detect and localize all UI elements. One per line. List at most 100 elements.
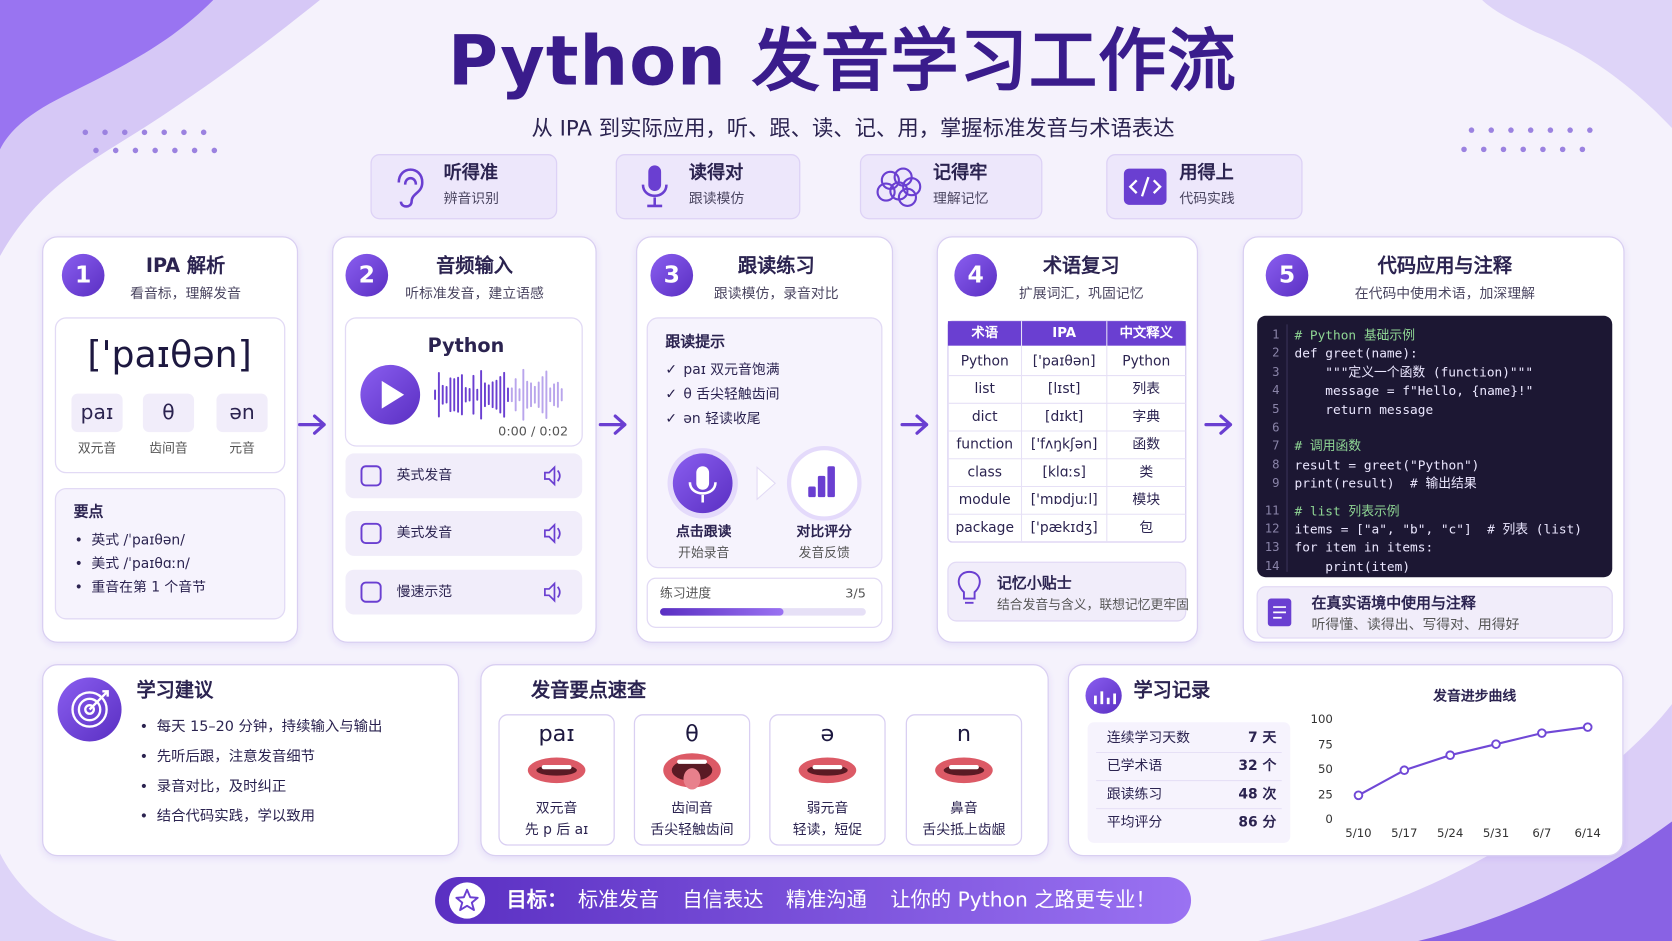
sound-name: 弱元音 xyxy=(806,800,849,817)
brain-icon xyxy=(876,182,896,202)
sound-symbol: θ xyxy=(685,720,699,747)
advice-item: 结合代码实践，学以致用 xyxy=(140,810,315,824)
teeth xyxy=(677,759,707,764)
dot xyxy=(1520,146,1526,153)
sound-label: 齿间音 xyxy=(149,440,188,456)
progress-fill xyxy=(660,608,784,616)
notes-title: 要点 xyxy=(73,503,104,521)
goal-title: 听得准 xyxy=(443,162,498,185)
code-line: return message xyxy=(1294,402,1434,418)
goal-title: 读得对 xyxy=(688,162,744,185)
table-cell: [lɪst] xyxy=(1047,381,1081,398)
step-number: 3 xyxy=(663,262,680,290)
stat-value: 86 分 xyxy=(1238,814,1277,831)
advice-item: 先听后跟，注意发音细节 xyxy=(140,750,315,764)
code-line: def greet(name): xyxy=(1294,345,1418,361)
table-cell: package xyxy=(955,520,1014,537)
stat-label: 平均评分 xyxy=(1106,814,1163,831)
sound: paɪ xyxy=(80,400,114,425)
record-icon xyxy=(1113,693,1116,705)
code-note-box xyxy=(1256,586,1613,639)
sound-chip xyxy=(216,393,268,433)
line-point xyxy=(1491,739,1501,749)
dot xyxy=(200,129,207,136)
x-tick-label: 6/7 xyxy=(1532,826,1552,841)
sound-name: 鼻音 xyxy=(950,800,978,817)
dot xyxy=(141,129,148,136)
step-badge xyxy=(61,253,105,297)
audio-option xyxy=(345,511,583,556)
code-line: """定义一个函数 (function)""" xyxy=(1294,364,1534,380)
table-header-cell: 术语 xyxy=(971,324,999,341)
ipa-text: ['paɪθən] xyxy=(87,333,252,377)
line-number: 8 xyxy=(1272,456,1280,472)
teeth xyxy=(541,764,572,770)
sound-hint: 舌尖抵上齿龈 xyxy=(922,822,1006,839)
star-icon xyxy=(455,888,479,912)
sound-symbol: n xyxy=(956,720,972,747)
dot xyxy=(181,129,187,136)
table-cell: class xyxy=(967,464,1002,481)
y-tick-label: 75 xyxy=(1317,737,1333,752)
sound-hint: 轻读，短促 xyxy=(792,822,863,839)
record-icon xyxy=(1106,697,1110,705)
target-icon xyxy=(71,691,108,728)
dot xyxy=(1468,127,1475,133)
goal-subtitle: 理解记忆 xyxy=(933,191,989,208)
audio-option xyxy=(345,569,583,615)
goal-pill xyxy=(615,154,801,220)
step-badge xyxy=(1265,253,1309,297)
stat-value: 48 次 xyxy=(1238,786,1277,803)
table-cell: 函数 xyxy=(1132,436,1161,453)
line-point xyxy=(1353,790,1364,801)
audio-time: 0:00 / 0:02 xyxy=(498,423,569,439)
table-cell: module xyxy=(958,492,1011,509)
step-title: 术语复习 xyxy=(1042,254,1120,278)
stat-label: 已学术语 xyxy=(1106,758,1163,775)
dot xyxy=(1559,146,1566,153)
step-title: IPA 解析 xyxy=(145,254,226,278)
step-number: 5 xyxy=(1278,262,1296,290)
code-note-title: 在真实语境中使用与注释 xyxy=(1311,595,1476,613)
mic-icon xyxy=(641,184,668,208)
subtitle: 从 IPA 到实际应用，听、跟、读、记、用，掌握标准发音与术语表达 xyxy=(531,115,1175,141)
dot xyxy=(93,147,99,154)
note: 重音在第 1 个音节 xyxy=(75,581,206,595)
flow-arrow xyxy=(900,414,929,435)
target-icon xyxy=(88,690,109,711)
speaker-icon xyxy=(544,465,561,487)
speaker-icon xyxy=(544,581,561,603)
line-point xyxy=(1537,728,1547,738)
footer-label: 目标： xyxy=(506,888,568,912)
stat-value: 32 个 xyxy=(1238,758,1277,775)
dot xyxy=(1567,127,1573,133)
dot xyxy=(1480,146,1487,153)
goal-title: 记得牢 xyxy=(933,162,988,185)
goal-subtitle: 代码实践 xyxy=(1179,191,1235,208)
code-line: print(result) # 输出结果 xyxy=(1294,475,1477,491)
footer-item: 自信表达 xyxy=(682,888,764,912)
x-tick-label: 5/31 xyxy=(1482,826,1510,841)
line-number: 4 xyxy=(1272,382,1280,398)
line-number: 1 xyxy=(1272,326,1280,342)
divider-arrow xyxy=(756,466,777,501)
sound: ən xyxy=(229,400,255,425)
line-number: 14 xyxy=(1264,558,1280,574)
line-number: 13 xyxy=(1264,539,1280,554)
dot xyxy=(112,147,119,154)
dot xyxy=(211,147,218,154)
line-number: 2 xyxy=(1272,344,1280,360)
step-badge xyxy=(650,253,694,297)
step-badge xyxy=(345,253,389,297)
brain-icon xyxy=(897,187,918,207)
play-icon xyxy=(381,380,405,409)
code-icon xyxy=(1128,176,1162,197)
step-title: 代码应用与注释 xyxy=(1377,254,1513,278)
table-cell: 列表 xyxy=(1132,381,1161,398)
sound-symbol: ə xyxy=(820,720,835,747)
y-tick-label: 50 xyxy=(1317,762,1333,777)
advice-item: 每天 15–20 分钟，持续输入与输出 xyxy=(140,720,383,734)
code-line: # Python 基础示例 xyxy=(1294,327,1416,343)
brain-icon xyxy=(902,177,922,197)
